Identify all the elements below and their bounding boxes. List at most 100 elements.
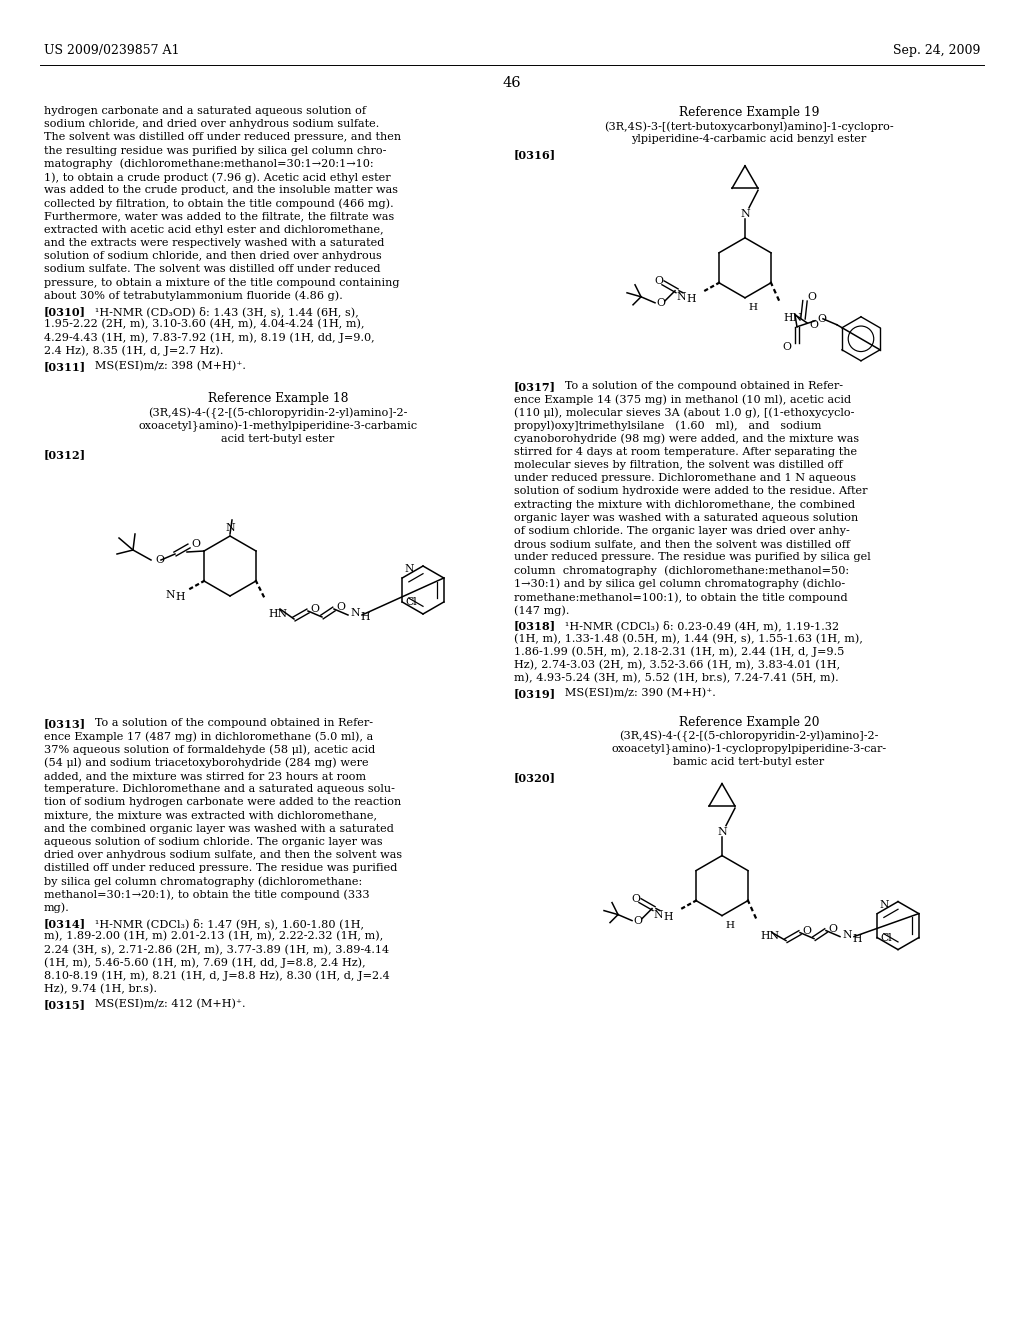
- Text: acid tert-butyl ester: acid tert-butyl ester: [221, 433, 335, 444]
- Text: H: H: [664, 912, 673, 921]
- Text: aqueous solution of sodium chloride. The organic layer was: aqueous solution of sodium chloride. The…: [44, 837, 383, 847]
- Text: by silica gel column chromatography (dichloromethane:: by silica gel column chromatography (dic…: [44, 876, 362, 887]
- Text: solution of sodium hydroxide were added to the residue. After: solution of sodium hydroxide were added …: [514, 486, 867, 496]
- Text: extracted with acetic acid ethyl ester and dichloromethane,: extracted with acetic acid ethyl ester a…: [44, 224, 384, 235]
- Text: O: O: [155, 554, 164, 565]
- Text: O: O: [782, 342, 792, 352]
- Text: m), 1.89-2.00 (1H, m) 2.01-2.13 (1H, m), 2.22-2.32 (1H, m),: m), 1.89-2.00 (1H, m) 2.01-2.13 (1H, m),…: [44, 931, 383, 941]
- Text: ence Example 14 (375 mg) in methanol (10 ml), acetic acid: ence Example 14 (375 mg) in methanol (10…: [514, 393, 851, 404]
- Text: temperature. Dichloromethane and a saturated aqueous solu-: temperature. Dichloromethane and a satur…: [44, 784, 395, 795]
- Text: (3R,4S)-4-({2-[(5-chloropyridin-2-yl)amino]-2-: (3R,4S)-4-({2-[(5-chloropyridin-2-yl)ami…: [148, 407, 408, 418]
- Text: MS(ESI)m/z: 390 (M+H)⁺.: MS(ESI)m/z: 390 (M+H)⁺.: [554, 689, 716, 698]
- Text: (1H, m), 1.33-1.48 (0.5H, m), 1.44 (9H, s), 1.55-1.63 (1H, m),: (1H, m), 1.33-1.48 (0.5H, m), 1.44 (9H, …: [514, 634, 863, 644]
- Text: The solvent was distilled off under reduced pressure, and then: The solvent was distilled off under redu…: [44, 132, 401, 143]
- Text: ¹H-NMR (CDCl₃) δ: 0.23-0.49 (4H, m), 1.19-1.32: ¹H-NMR (CDCl₃) δ: 0.23-0.49 (4H, m), 1.1…: [554, 620, 839, 631]
- Text: O: O: [828, 924, 837, 933]
- Text: HN: HN: [783, 313, 802, 323]
- Text: (1H, m), 5.46-5.60 (1H, m), 7.69 (1H, dd, J=8.8, 2.4 Hz),: (1H, m), 5.46-5.60 (1H, m), 7.69 (1H, dd…: [44, 957, 366, 968]
- Text: distilled off under reduced pressure. The residue was purified: distilled off under reduced pressure. Th…: [44, 863, 397, 874]
- Text: Reference Example 20: Reference Example 20: [679, 715, 819, 729]
- Text: H: H: [725, 920, 734, 929]
- Text: [0314]: [0314]: [44, 917, 86, 929]
- Text: 8.10-8.19 (1H, m), 8.21 (1H, d, J=8.8 Hz), 8.30 (1H, d, J=2.4: 8.10-8.19 (1H, m), 8.21 (1H, d, J=8.8 Hz…: [44, 970, 390, 981]
- Text: sodium sulfate. The solvent was distilled off under reduced: sodium sulfate. The solvent was distille…: [44, 264, 381, 275]
- Text: [0318]: [0318]: [514, 620, 556, 631]
- Text: H: H: [748, 302, 757, 312]
- Text: sodium chloride, and dried over anhydrous sodium sulfate.: sodium chloride, and dried over anhydrou…: [44, 119, 379, 129]
- Text: O: O: [809, 319, 818, 330]
- Text: added, and the mixture was stirred for 23 hours at room: added, and the mixture was stirred for 2…: [44, 771, 367, 781]
- Text: ylpiperidine-4-carbamic acid benzyl ester: ylpiperidine-4-carbamic acid benzyl este…: [632, 135, 866, 144]
- Text: US 2009/0239857 A1: US 2009/0239857 A1: [44, 44, 179, 57]
- Text: 2.4 Hz), 8.35 (1H, d, J=2.7 Hz).: 2.4 Hz), 8.35 (1H, d, J=2.7 Hz).: [44, 346, 223, 356]
- Text: matography  (dichloromethane:methanol=30:1→20:1→10:: matography (dichloromethane:methanol=30:…: [44, 158, 374, 169]
- Text: oxoacetyl}amino)-1-cyclopropylpiperidine-3-car-: oxoacetyl}amino)-1-cyclopropylpiperidine…: [611, 744, 887, 755]
- Text: of sodium chloride. The organic layer was dried over anhy-: of sodium chloride. The organic layer wa…: [514, 525, 850, 536]
- Text: (147 mg).: (147 mg).: [514, 605, 569, 615]
- Text: methanol=30:1→20:1), to obtain the title compound (333: methanol=30:1→20:1), to obtain the title…: [44, 890, 370, 900]
- Text: O: O: [802, 925, 811, 936]
- Text: O: O: [817, 314, 826, 323]
- Text: Furthermore, water was added to the filtrate, the filtrate was: Furthermore, water was added to the filt…: [44, 211, 394, 222]
- Text: 37% aqueous solution of formaldehyde (58 μl), acetic acid: 37% aqueous solution of formaldehyde (58…: [44, 744, 375, 755]
- Text: [0317]: [0317]: [514, 380, 556, 392]
- Text: and the extracts were respectively washed with a saturated: and the extracts were respectively washe…: [44, 238, 384, 248]
- Text: [0316]: [0316]: [514, 149, 556, 161]
- Text: HN: HN: [760, 931, 779, 941]
- Text: solution of sodium chloride, and then dried over anhydrous: solution of sodium chloride, and then dr…: [44, 251, 382, 261]
- Text: N: N: [225, 523, 234, 533]
- Text: cyanoborohydride (98 mg) were added, and the mixture was: cyanoborohydride (98 mg) were added, and…: [514, 433, 859, 444]
- Text: under reduced pressure. Dichloromethane and 1 N aqueous: under reduced pressure. Dichloromethane …: [514, 473, 856, 483]
- Text: H: H: [686, 294, 695, 304]
- Text: extracting the mixture with dichloromethane, the combined: extracting the mixture with dichlorometh…: [514, 499, 855, 510]
- Text: To a solution of the compound obtained in Refer-: To a solution of the compound obtained i…: [84, 718, 373, 729]
- Text: about 30% of tetrabutylammonium fluoride (4.86 g).: about 30% of tetrabutylammonium fluoride…: [44, 290, 343, 301]
- Text: 2.24 (3H, s), 2.71-2.86 (2H, m), 3.77-3.89 (1H, m), 3.89-4.14: 2.24 (3H, s), 2.71-2.86 (2H, m), 3.77-3.…: [44, 944, 389, 954]
- Text: collected by filtration, to obtain the title compound (466 mg).: collected by filtration, to obtain the t…: [44, 198, 393, 209]
- Text: N: N: [165, 590, 175, 601]
- Text: 1→30:1) and by silica gel column chromatography (dichlo-: 1→30:1) and by silica gel column chromat…: [514, 578, 845, 589]
- Text: 1.86-1.99 (0.5H, m), 2.18-2.31 (1H, m), 2.44 (1H, d, J=9.5: 1.86-1.99 (0.5H, m), 2.18-2.31 (1H, m), …: [514, 647, 845, 657]
- Text: Hz), 2.74-3.03 (2H, m), 3.52-3.66 (1H, m), 3.83-4.01 (1H,: Hz), 2.74-3.03 (2H, m), 3.52-3.66 (1H, m…: [514, 660, 840, 671]
- Text: 46: 46: [503, 77, 521, 90]
- Text: (54 μl) and sodium triacetoxyborohydride (284 mg) were: (54 μl) and sodium triacetoxyborohydride…: [44, 758, 369, 768]
- Text: O: O: [336, 602, 345, 612]
- Text: O: O: [654, 276, 664, 286]
- Text: O: O: [634, 916, 642, 925]
- Text: molecular sieves by filtration, the solvent was distilled off: molecular sieves by filtration, the solv…: [514, 459, 843, 470]
- Text: O: O: [807, 292, 816, 302]
- Text: bamic acid tert-butyl ester: bamic acid tert-butyl ester: [674, 758, 824, 767]
- Text: m), 4.93-5.24 (3H, m), 5.52 (1H, br.s), 7.24-7.41 (5H, m).: m), 4.93-5.24 (3H, m), 5.52 (1H, br.s), …: [514, 673, 839, 684]
- Text: mixture, the mixture was extracted with dichloromethane,: mixture, the mixture was extracted with …: [44, 810, 377, 821]
- Text: drous sodium sulfate, and then the solvent was distilled off: drous sodium sulfate, and then the solve…: [514, 539, 850, 549]
- Text: column  chromatography  (dichloromethane:methanol=50:: column chromatography (dichloromethane:m…: [514, 565, 849, 576]
- Text: mg).: mg).: [44, 903, 70, 913]
- Text: pressure, to obtain a mixture of the title compound containing: pressure, to obtain a mixture of the tit…: [44, 277, 399, 288]
- Text: Cl: Cl: [406, 597, 417, 607]
- Text: N: N: [717, 826, 727, 837]
- Text: 1.95-2.22 (2H, m), 3.10-3.60 (4H, m), 4.04-4.24 (1H, m),: 1.95-2.22 (2H, m), 3.10-3.60 (4H, m), 4.…: [44, 319, 365, 330]
- Text: [0319]: [0319]: [514, 689, 556, 700]
- Text: oxoacetyl}amino)-1-methylpiperidine-3-carbamic: oxoacetyl}amino)-1-methylpiperidine-3-ca…: [138, 420, 418, 432]
- Text: MS(ESI)m/z: 412 (M+H)⁺.: MS(ESI)m/z: 412 (M+H)⁺.: [84, 999, 246, 1010]
- Text: N: N: [653, 909, 663, 920]
- Text: O: O: [656, 298, 666, 308]
- Text: H: H: [360, 612, 370, 622]
- Text: Hz), 9.74 (1H, br.s).: Hz), 9.74 (1H, br.s).: [44, 983, 157, 994]
- Text: stirred for 4 days at room temperature. After separating the: stirred for 4 days at room temperature. …: [514, 446, 857, 457]
- Text: MS(ESI)m/z: 398 (M+H)⁺.: MS(ESI)m/z: 398 (M+H)⁺.: [84, 360, 246, 371]
- Text: N: N: [404, 564, 414, 574]
- Text: H: H: [175, 591, 184, 602]
- Text: hydrogen carbonate and a saturated aqueous solution of: hydrogen carbonate and a saturated aqueo…: [44, 106, 366, 116]
- Text: ence Example 17 (487 mg) in dichloromethane (5.0 ml), a: ence Example 17 (487 mg) in dichlorometh…: [44, 731, 374, 742]
- Text: Cl: Cl: [881, 933, 892, 942]
- Text: [0315]: [0315]: [44, 999, 86, 1010]
- Text: dried over anhydrous sodium sulfate, and then the solvent was: dried over anhydrous sodium sulfate, and…: [44, 850, 402, 861]
- Text: N: N: [350, 609, 359, 618]
- Text: under reduced pressure. The residue was purified by silica gel: under reduced pressure. The residue was …: [514, 552, 870, 562]
- Text: and the combined organic layer was washed with a saturated: and the combined organic layer was washe…: [44, 824, 394, 834]
- Text: O: O: [191, 539, 200, 549]
- Text: N: N: [880, 900, 889, 909]
- Text: [0313]: [0313]: [44, 718, 86, 729]
- Text: To a solution of the compound obtained in Refer-: To a solution of the compound obtained i…: [554, 380, 843, 391]
